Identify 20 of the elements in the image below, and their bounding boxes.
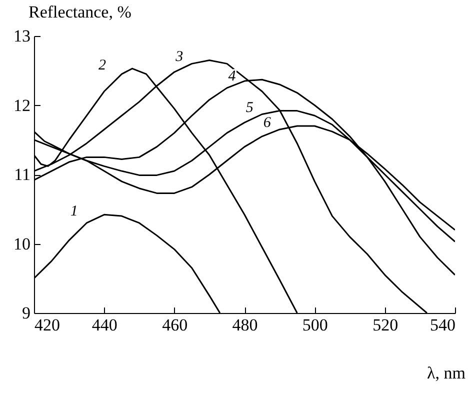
series-label: 1	[70, 204, 78, 220]
x-axis-title: λ, nm	[427, 364, 466, 382]
x-tick-label: 480	[232, 316, 258, 334]
x-tick-label: 460	[162, 316, 188, 334]
series-label: 4	[228, 68, 236, 85]
series-label: 6	[263, 115, 272, 132]
y-tick-label: 13	[14, 26, 30, 46]
series-label: 3	[174, 49, 184, 66]
y-axis-title: Reflectance, %	[28, 2, 132, 22]
x-tick-label: 540	[430, 316, 456, 334]
x-tick-label: 500	[302, 316, 328, 334]
series-label: 2	[98, 58, 106, 74]
y-tick-label: 11	[14, 165, 30, 184]
x-tick-label: 420	[34, 316, 60, 334]
series-label: 5	[246, 100, 254, 116]
x-tick-label: 520	[372, 316, 398, 334]
y-tick-label: 12	[14, 96, 30, 115]
y-tick-label: 10	[14, 234, 30, 254]
x-tick-label: 440	[92, 316, 118, 334]
y-tick-label: 9	[22, 304, 30, 322]
